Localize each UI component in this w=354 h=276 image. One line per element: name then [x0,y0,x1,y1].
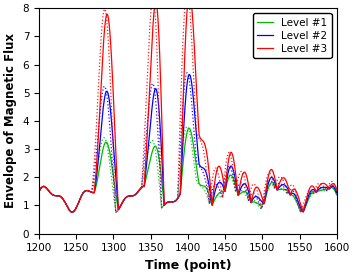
Line: Level #2: Level #2 [39,75,337,212]
Line: Level #3: Level #3 [39,0,337,212]
Level #2 [326,186,330,190]
Level #1 [162,203,166,207]
Level #3 [162,203,166,207]
Level #2 [178,186,183,189]
Level #1 [187,127,191,130]
Level #1 [311,190,315,193]
Level #1 [165,201,169,205]
Level #2 [311,188,315,191]
Level #3 [70,211,74,214]
Level #2 [70,211,74,214]
Level #2 [162,203,166,207]
Level #3 [37,190,41,193]
Y-axis label: Envelope of Magnetic Flux: Envelope of Magnetic Flux [4,33,17,208]
Level #3 [311,185,315,188]
Level #2 [253,195,258,198]
Level #1 [70,211,74,214]
Level #3 [326,185,330,188]
Level #1 [326,187,330,191]
Level #1 [37,190,41,193]
Level #3 [165,201,169,205]
Level #1 [253,201,258,204]
Legend: Level #1, Level #2, Level #3: Level #1, Level #2, Level #3 [253,13,331,58]
Level #1 [178,189,183,192]
Level #2 [37,190,41,193]
Level #3 [335,188,339,191]
Line: Level #1: Level #1 [39,128,337,212]
Level #1 [335,193,339,197]
Level #2 [335,191,339,194]
Level #2 [165,201,169,205]
Level #3 [178,182,183,185]
X-axis label: Time (point): Time (point) [144,259,231,272]
Level #3 [253,186,258,190]
Level #2 [187,73,192,76]
